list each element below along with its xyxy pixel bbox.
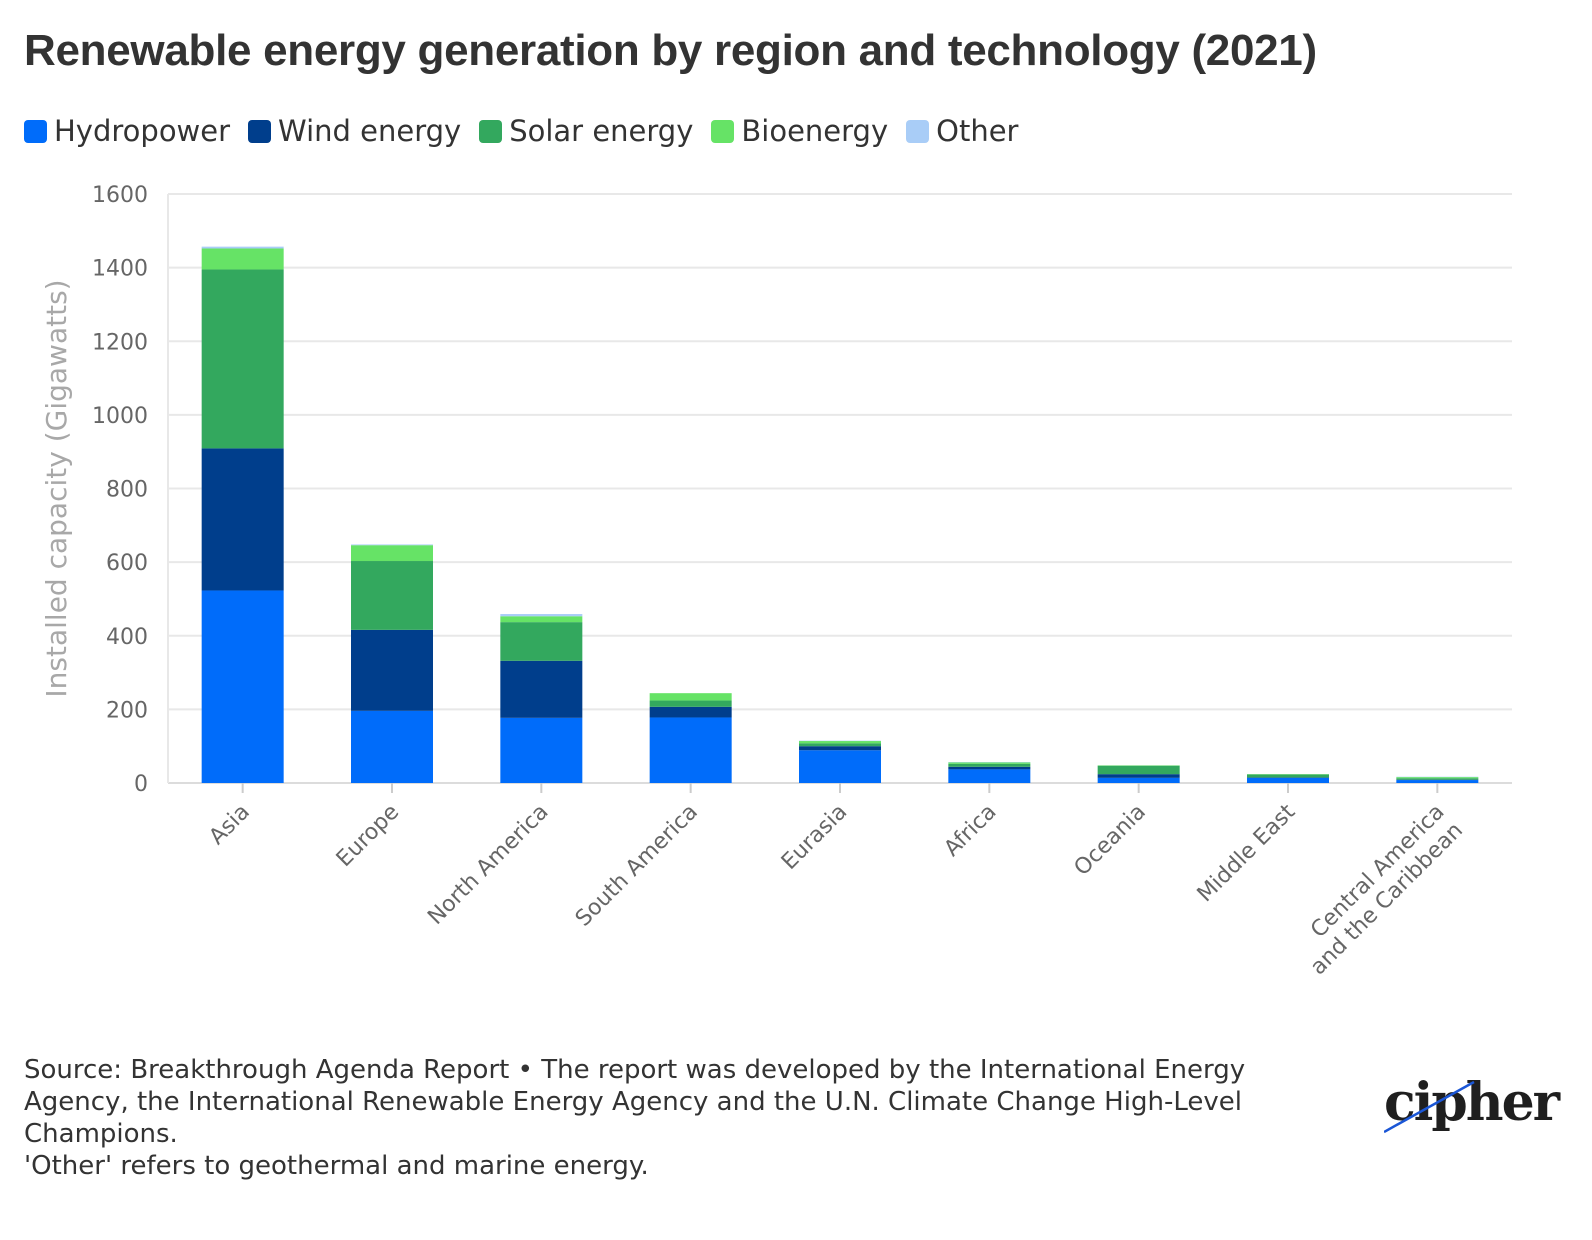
- bar-segment-bioenergy: [1396, 777, 1479, 779]
- bar-segment-bioenergy: [799, 741, 881, 744]
- logo-slash-mark: [1384, 1080, 1475, 1134]
- bar-segment-solar-energy: [351, 561, 433, 630]
- bar-segment-wind-energy: [201, 448, 284, 591]
- legend-swatch: [24, 119, 47, 143]
- bar-segment-solar-energy: [201, 269, 284, 449]
- bar-segment-hydropower: [201, 590, 284, 783]
- bar-segment-hydropower: [649, 717, 732, 783]
- y-tick-label: 1200: [92, 330, 148, 355]
- legend-swatch: [711, 119, 735, 143]
- x-tick-label: Europe: [332, 800, 404, 872]
- y-axis-title: Installed capacity (Gigawatts): [40, 279, 73, 697]
- bar-chart: 0 200 400 600 800 1000 1200 1400 1600 Installed c…: [40, 183, 1512, 981]
- bar-segment-solar-energy: [948, 763, 1031, 767]
- bar-segment-bioenergy: [201, 248, 284, 270]
- x-tick-label: South America: [571, 800, 703, 932]
- bar-segment-wind-energy: [948, 766, 1031, 770]
- y-tick-label: 1000: [92, 404, 148, 429]
- x-tick-label: North America: [423, 800, 553, 930]
- legend-swatch: [479, 119, 503, 143]
- legend-label: Wind energy: [278, 114, 462, 148]
- legend-label: Hydropower: [54, 114, 231, 148]
- x-tick-label: Africa: [940, 800, 1002, 862]
- bar-segment-wind-energy: [1097, 774, 1180, 778]
- y-tick-label: 1400: [92, 257, 148, 282]
- legend-label: Bioenergy: [741, 114, 889, 148]
- legend-item-other: Other: [906, 114, 1018, 148]
- bar-segment-other: [500, 614, 583, 617]
- y-tick-label: 800: [106, 478, 148, 503]
- cipher-logo: cipher: [1384, 1070, 1564, 1160]
- legend-swatch: [248, 119, 272, 143]
- legend-swatch: [906, 119, 930, 143]
- bar-segment-hydropower: [1396, 780, 1479, 783]
- source-note: Source: Breakthrough Agenda Report • The…: [24, 1055, 1246, 1149]
- bar-segment-other: [351, 544, 433, 546]
- bar-segment-wind-energy: [351, 629, 433, 711]
- bar-segment-solar-energy: [500, 622, 583, 661]
- legend-item-hydropower: Hydropower: [24, 114, 230, 148]
- legend-item-wind-energy: Wind energy: [248, 114, 461, 148]
- other-note: 'Other' refers to geothermal and marine …: [24, 1151, 649, 1181]
- bar-segment-hydropower: [1097, 777, 1180, 783]
- bar-segment-bioenergy: [500, 616, 583, 623]
- bar-segment-wind-energy: [649, 706, 732, 718]
- x-tick-label: Middle East: [1193, 799, 1301, 907]
- bar-segment-other: [201, 246, 284, 249]
- bar-segment-bioenergy: [948, 762, 1031, 764]
- bar-segment-bioenergy: [351, 545, 433, 562]
- y-tick-label: 600: [106, 551, 148, 576]
- legend-item-bioenergy: Bioenergy: [711, 114, 888, 148]
- bar-segment-hydropower: [799, 750, 881, 783]
- x-tick-label: Central Americaand the Caribbean: [1287, 800, 1468, 981]
- bar-segment-solar-energy: [649, 700, 732, 707]
- bar-segment-solar-energy: [1396, 778, 1479, 780]
- bar-segment-wind-energy: [799, 746, 881, 751]
- x-tick-label: Eurasia: [777, 800, 852, 875]
- y-tick-label: 200: [106, 698, 148, 723]
- bar-segment-solar-energy: [1247, 774, 1329, 778]
- bar-segment-solar-energy: [1097, 765, 1180, 775]
- legend-label: Solar energy: [509, 114, 694, 148]
- bar-segment-bioenergy: [649, 693, 732, 701]
- legend-label: Other: [936, 114, 1019, 148]
- bar-segment-hydropower: [351, 710, 433, 783]
- y-tick-label: 1600: [92, 183, 148, 208]
- y-tick-label: 400: [106, 625, 148, 650]
- legend: Hydropower Wind energy Solar energy Bioener…: [24, 114, 1036, 148]
- legend-item-solar-energy: Solar energy: [479, 114, 693, 148]
- bar-segment-hydropower: [948, 769, 1031, 783]
- y-tick-label: 0: [134, 772, 148, 797]
- bar-segment-hydropower: [1247, 777, 1329, 783]
- x-tick-label: Oceania: [1070, 800, 1151, 881]
- bar-segment-wind-energy: [500, 660, 583, 718]
- bar-segment-solar-energy: [799, 743, 881, 747]
- x-tick-label: Asia: [205, 800, 255, 850]
- bar-segment-hydropower: [500, 717, 583, 783]
- chart-notes: Source: Breakthrough Agenda Report • The…: [24, 1054, 1354, 1182]
- chart-title: Renewable energy generation by region an…: [24, 26, 1317, 75]
